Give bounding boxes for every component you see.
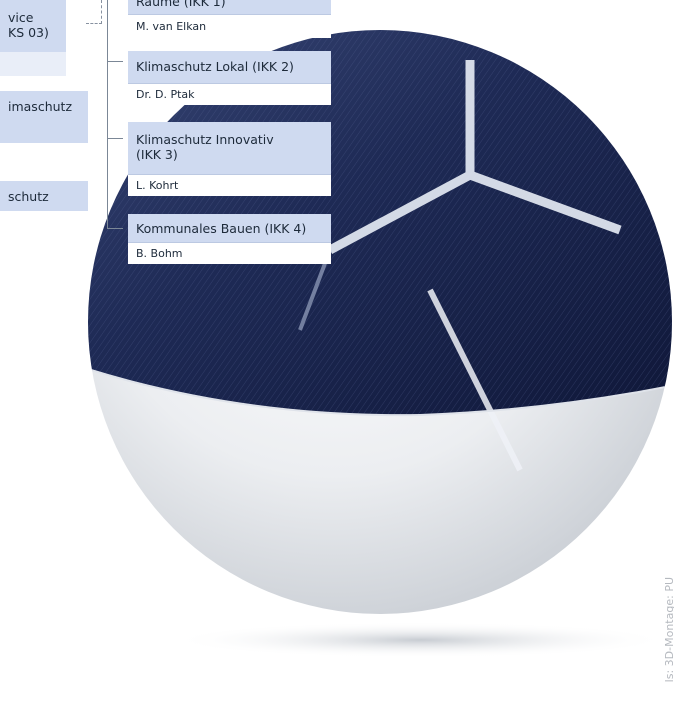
- left-box-klimaschutz-1: imaschutz: [0, 91, 88, 143]
- left-box-klimaschutz-2: schutz: [0, 181, 88, 233]
- connector-ikk3: [107, 138, 123, 139]
- box-ikk3-title-line1: Klimaschutz Innovativ: [136, 132, 274, 147]
- box-ikk1: Räume (IKK 1) M. van Elkan: [128, 0, 331, 38]
- connector-ikk4: [107, 228, 123, 229]
- connector-ikk2: [107, 61, 123, 62]
- left-box-klimaschutz-2-label: schutz: [8, 189, 49, 204]
- connector-vertical: [107, 0, 108, 228]
- box-ikk2-title: Klimaschutz Lokal (IKK 2): [136, 59, 294, 74]
- box-ikk2-person: Dr. D. Ptak: [128, 83, 331, 105]
- photo-credit: ls: 3D-Montage: PU: [663, 577, 674, 683]
- box-ikk3: Klimaschutz Innovativ (IKK 3) L. Kohrt: [128, 122, 331, 196]
- left-box-service-line2: KS 03): [8, 25, 49, 40]
- box-ikk4-title: Kommunales Bauen (IKK 4): [136, 221, 307, 236]
- left-box-klimaschutz-1-label: imaschutz: [8, 99, 73, 114]
- box-ikk4-person: B. Bohm: [128, 242, 331, 264]
- box-ikk3-title-line2: (IKK 3): [136, 147, 178, 162]
- box-ikk1-person: M. van Elkan: [128, 14, 331, 38]
- left-box-service-line1: vice: [8, 10, 34, 25]
- box-ikk2: Klimaschutz Lokal (IKK 2) Dr. D. Ptak: [128, 51, 331, 105]
- solar-sphere-image: [88, 30, 672, 658]
- box-ikk3-person: L. Kohrt: [128, 174, 331, 196]
- dashed-connector: [86, 0, 102, 24]
- left-box-service: vice KS 03): [0, 0, 66, 76]
- box-ikk1-title: Räume (IKK 1): [136, 0, 226, 9]
- box-ikk4: Kommunales Bauen (IKK 4) B. Bohm: [128, 214, 331, 264]
